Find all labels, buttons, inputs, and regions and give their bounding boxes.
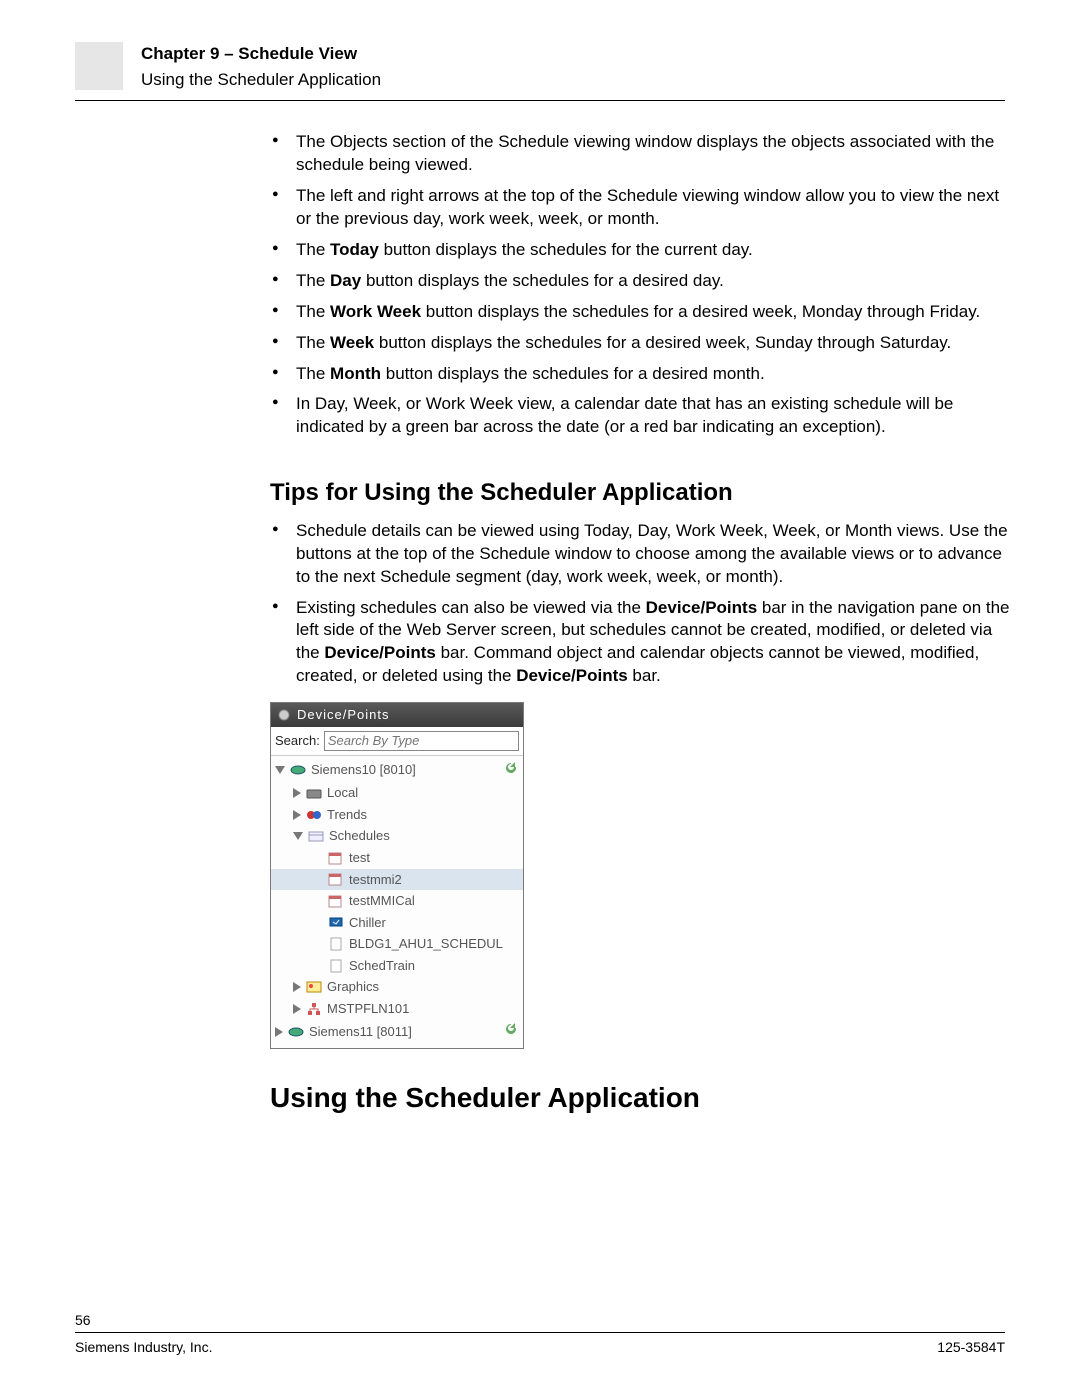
list-item: The Week button displays the schedules f… [270, 332, 1010, 355]
chevron-right-icon[interactable] [293, 788, 301, 798]
tree-node-chiller[interactable]: Chiller [271, 912, 523, 934]
list-item: The Objects section of the Schedule view… [270, 131, 1010, 177]
chevron-right-icon[interactable] [275, 1027, 283, 1037]
tree-node-test[interactable]: test [271, 847, 523, 869]
graphics-icon [305, 981, 323, 993]
footer-rule [75, 1332, 1005, 1333]
list-item: Existing schedules can also be viewed vi… [270, 597, 1010, 689]
list-item: The Day button displays the schedules fo… [270, 270, 1010, 293]
chapter-title: Chapter 9 – Schedule View [141, 44, 381, 64]
header-rule [75, 100, 1005, 101]
header-logo-placeholder [75, 42, 123, 90]
chevron-down-icon[interactable] [293, 832, 303, 840]
tree-node-local[interactable]: Local [271, 782, 523, 804]
tree-node-siemens11[interactable]: Siemens11 [8011] [271, 1019, 523, 1044]
tree-node-siemens10[interactable]: Siemens10 [8010] [271, 758, 523, 783]
doc-icon [327, 959, 345, 973]
bullet-list-2: Schedule details can be viewed using Tod… [270, 520, 1010, 689]
page-number: 56 [75, 1312, 1005, 1328]
device-icon [289, 764, 307, 776]
network-icon [305, 1002, 323, 1016]
footer-right: 125-3584T [937, 1339, 1005, 1355]
tree-node-schedtrain[interactable]: SchedTrain [271, 955, 523, 977]
chevron-right-icon[interactable] [293, 810, 301, 820]
tree-node-testmmical[interactable]: testMMICal [271, 890, 523, 912]
list-item: In Day, Week, or Work Week view, a calen… [270, 393, 1010, 439]
list-item: The Work Week button displays the schedu… [270, 301, 1010, 324]
chevron-down-icon[interactable] [275, 766, 285, 774]
device-icon [287, 1026, 305, 1038]
tips-heading: Tips for Using the Scheduler Application [270, 477, 1010, 509]
panel-title: Device/Points [297, 706, 389, 724]
chevron-right-icon[interactable] [293, 982, 301, 992]
list-item: The Today button displays the schedules … [270, 239, 1010, 262]
tree-node-trends[interactable]: Trends [271, 804, 523, 826]
folder-icon [305, 787, 323, 799]
tree-node-schedules[interactable]: Schedules [271, 825, 523, 847]
tree: Siemens10 [8010] Local Trends Schedules [271, 756, 523, 1048]
list-item: The Month button displays the schedules … [270, 363, 1010, 386]
schedule-icon [327, 872, 345, 886]
refresh-icon[interactable] [503, 1021, 519, 1042]
list-item: Schedule details can be viewed using Tod… [270, 520, 1010, 589]
tree-node-graphics[interactable]: Graphics [271, 976, 523, 998]
trends-icon [305, 809, 323, 821]
list-item: The left and right arrows at the top of … [270, 185, 1010, 231]
chevron-right-icon[interactable] [293, 1004, 301, 1014]
object-icon [327, 916, 345, 928]
tree-node-mstp[interactable]: MSTPFLN101 [271, 998, 523, 1020]
search-input[interactable] [324, 731, 519, 751]
search-label: Search: [275, 732, 320, 750]
schedule-icon [327, 894, 345, 908]
header-subtitle: Using the Scheduler Application [141, 70, 381, 90]
using-heading: Using the Scheduler Application [270, 1079, 1010, 1117]
schedule-icon [327, 851, 345, 865]
schedule-folder-icon [307, 830, 325, 842]
tree-node-testmmi2[interactable]: testmmi2 [271, 869, 523, 891]
panel-header: Device/Points [271, 703, 523, 727]
tree-node-bldg1[interactable]: BLDG1_AHU1_SCHEDUL [271, 933, 523, 955]
refresh-icon[interactable] [503, 760, 519, 781]
panel-icon [277, 708, 291, 722]
device-points-panel: Device/Points Search: Siemens10 [8010] L… [270, 702, 524, 1049]
bullet-list-1: The Objects section of the Schedule view… [270, 131, 1010, 439]
footer-left: Siemens Industry, Inc. [75, 1339, 212, 1355]
doc-icon [327, 937, 345, 951]
